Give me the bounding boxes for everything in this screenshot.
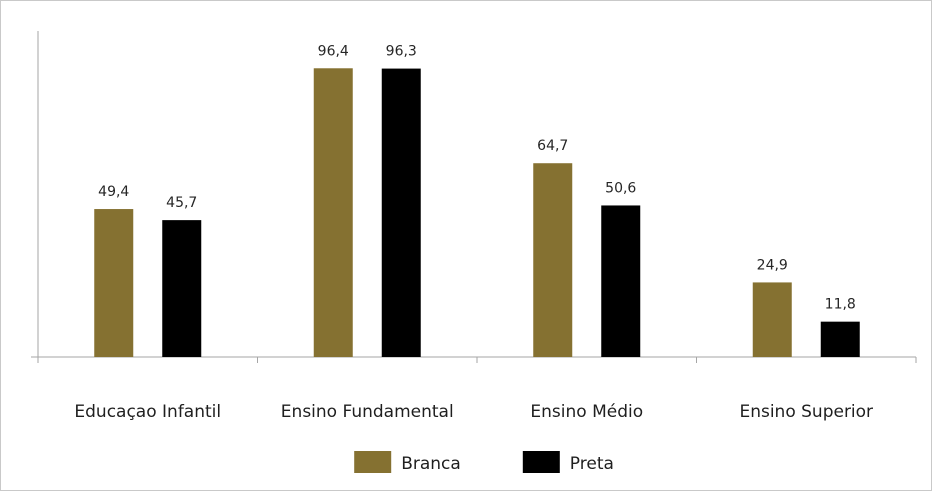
bar-branca [94, 209, 134, 357]
data-label: 96,4 [318, 43, 349, 59]
data-label: 49,4 [98, 184, 129, 200]
legend-swatch-preta [522, 451, 560, 473]
data-label: 45,7 [166, 195, 197, 211]
legend-label-preta: Preta [570, 454, 614, 474]
bar-preta [381, 68, 421, 358]
bars-group [94, 68, 860, 358]
bar-branca [752, 282, 792, 357]
bar-preta [601, 205, 641, 357]
legend: Branca Preta [354, 451, 614, 474]
data-labels-group: 49,4 45,7 96,4 96,3 64,7 50,6 24,9 11,8 [98, 43, 856, 312]
x-tick-label: Ensino Superior [739, 402, 873, 422]
x-tick-label: Educaçao Infantil [74, 402, 221, 422]
legend-swatch-branca [354, 451, 392, 473]
bar-branca [313, 68, 353, 358]
bar-branca [533, 163, 573, 357]
x-tick-label: Ensino Fundamental [281, 402, 454, 422]
category-labels-group: Educaçao Infantil Ensino Fundamental Ensin… [74, 402, 873, 422]
data-label: 96,3 [386, 44, 417, 60]
data-label: 50,6 [605, 180, 636, 196]
data-label: 64,7 [537, 138, 568, 154]
data-label: 24,9 [757, 257, 788, 273]
x-tick-label: Ensino Médio [530, 402, 643, 422]
data-label: 11,8 [825, 297, 856, 313]
legend-label-branca: Branca [401, 454, 461, 474]
bar-preta [162, 220, 202, 357]
bar-preta [820, 321, 860, 357]
x-axis-ticks [37, 357, 917, 363]
